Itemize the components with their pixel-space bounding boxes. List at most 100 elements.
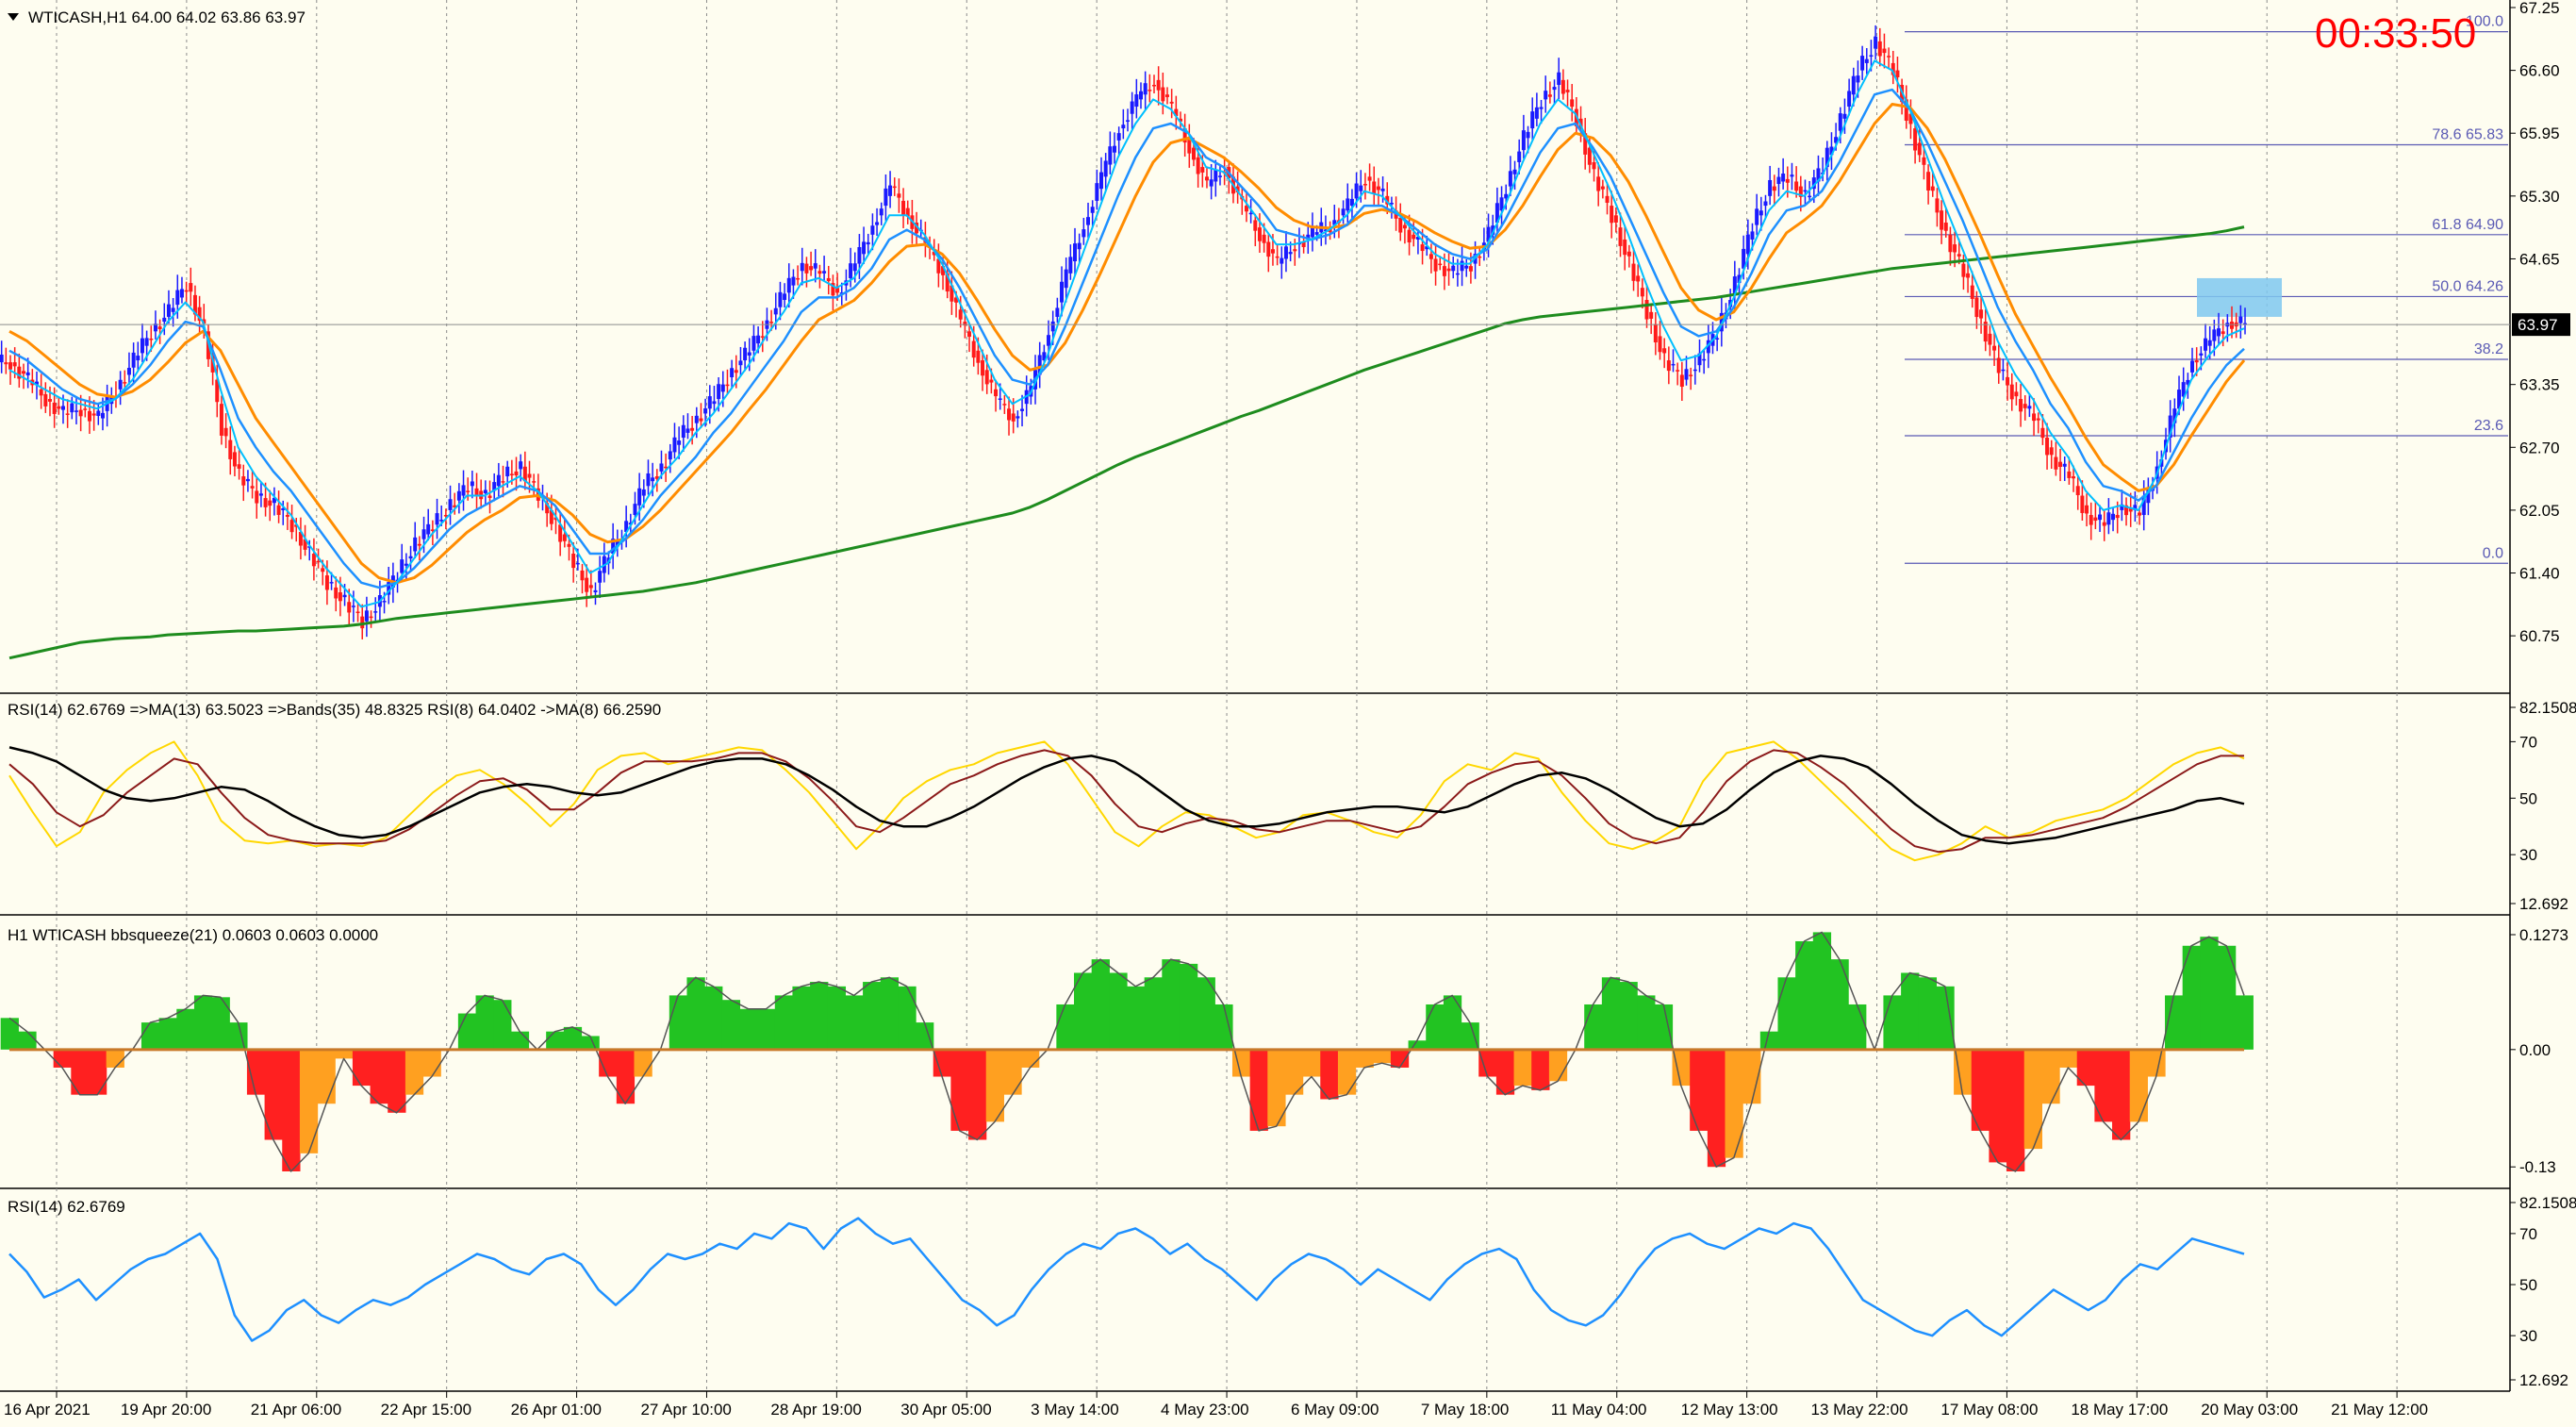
- candle-body[interactable]: [1851, 75, 1856, 95]
- candle-body[interactable]: [1310, 227, 1314, 238]
- candle-body[interactable]: [897, 193, 901, 198]
- candle-body[interactable]: [87, 410, 91, 422]
- candle-body[interactable]: [1935, 198, 1940, 213]
- candle-body[interactable]: [382, 601, 387, 603]
- candle-body[interactable]: [171, 307, 175, 312]
- candle-body[interactable]: [1204, 176, 1209, 181]
- candle-body[interactable]: [272, 497, 276, 504]
- candle-body[interactable]: [967, 331, 972, 338]
- candle-body[interactable]: [958, 309, 963, 320]
- candle-body[interactable]: [1623, 239, 1627, 256]
- squeeze-bar[interactable]: [1971, 1049, 1990, 1131]
- candle-body[interactable]: [553, 517, 558, 521]
- candle-body[interactable]: [60, 406, 65, 410]
- candle-body[interactable]: [1323, 229, 1328, 231]
- candle-body[interactable]: [738, 360, 743, 366]
- candle-body[interactable]: [593, 589, 598, 593]
- squeeze-bar[interactable]: [1162, 959, 1181, 1050]
- candle-body[interactable]: [501, 481, 505, 483]
- candle-body[interactable]: [558, 524, 563, 542]
- squeeze-bar[interactable]: [475, 995, 494, 1050]
- candle-body[interactable]: [1478, 256, 1482, 258]
- squeeze-bar[interactable]: [1513, 1049, 1532, 1087]
- squeeze-bar[interactable]: [493, 1000, 512, 1050]
- squeeze-bar[interactable]: [1759, 1031, 1779, 1050]
- squeeze-bar[interactable]: [1443, 995, 1462, 1050]
- candle-body[interactable]: [699, 418, 703, 422]
- candle-body[interactable]: [1433, 258, 1438, 272]
- candle-body[interactable]: [1974, 297, 1979, 318]
- candle-body[interactable]: [1811, 177, 1816, 190]
- candle-body[interactable]: [981, 360, 985, 376]
- candle-body[interactable]: [1768, 179, 1773, 196]
- candle-body[interactable]: [1412, 234, 1416, 240]
- candle-body[interactable]: [1349, 198, 1354, 207]
- squeeze-bar[interactable]: [1637, 995, 1656, 1050]
- squeeze-bar[interactable]: [53, 1049, 72, 1068]
- candle-body[interactable]: [1763, 201, 1768, 207]
- candle-body[interactable]: [351, 606, 355, 607]
- candle-body[interactable]: [659, 463, 664, 472]
- candle-body[interactable]: [1174, 108, 1179, 117]
- candle-body[interactable]: [219, 404, 223, 436]
- candle-body[interactable]: [888, 185, 893, 196]
- candle-body[interactable]: [166, 304, 171, 317]
- candle-body[interactable]: [2146, 489, 2151, 504]
- candle-body[interactable]: [1961, 263, 1966, 277]
- squeeze-bar[interactable]: [985, 1049, 1004, 1122]
- candle-body[interactable]: [1367, 176, 1372, 181]
- candle-body[interactable]: [334, 587, 339, 599]
- candle-body[interactable]: [1235, 186, 1240, 192]
- squeeze-bar[interactable]: [1091, 959, 1110, 1050]
- candle-body[interactable]: [2049, 447, 2054, 456]
- candle-body[interactable]: [1552, 87, 1557, 91]
- candle-body[interactable]: [1838, 113, 1842, 131]
- candle-body[interactable]: [1679, 374, 1684, 388]
- candle-body[interactable]: [1908, 113, 1913, 124]
- squeeze-bar[interactable]: [1302, 1049, 1321, 1077]
- rsi-bands-line[interactable]: [8, 746, 2245, 845]
- rsi-panel[interactable]: [8, 1217, 2245, 1342]
- squeeze-bar[interactable]: [1795, 940, 1814, 1050]
- candle-body[interactable]: [197, 307, 202, 322]
- candle-body[interactable]: [456, 490, 461, 501]
- candle-body[interactable]: [52, 402, 57, 414]
- candle-body[interactable]: [989, 379, 994, 383]
- candle-body[interactable]: [1803, 190, 1808, 192]
- candle-body[interactable]: [585, 577, 589, 592]
- candle-body[interactable]: [1178, 118, 1182, 122]
- candle-body[interactable]: [998, 398, 1002, 400]
- candle-body[interactable]: [1196, 157, 1200, 174]
- candle-body[interactable]: [192, 294, 197, 315]
- candle-body[interactable]: [945, 273, 949, 292]
- candle-body[interactable]: [685, 428, 690, 433]
- candle-body[interactable]: [809, 266, 814, 271]
- candle-body[interactable]: [1600, 186, 1605, 190]
- candle-body[interactable]: [1214, 169, 1218, 182]
- candle-body[interactable]: [91, 413, 96, 416]
- candle-body[interactable]: [1007, 408, 1012, 421]
- candle-body[interactable]: [1640, 288, 1644, 297]
- squeeze-bar[interactable]: [457, 1013, 477, 1050]
- candle-body[interactable]: [615, 540, 619, 547]
- candle-body[interactable]: [466, 490, 471, 492]
- candle-body[interactable]: [1636, 275, 1641, 282]
- candle-body[interactable]: [509, 473, 514, 475]
- candle-body[interactable]: [1913, 128, 1918, 151]
- candle-body[interactable]: [717, 384, 721, 400]
- candle-body[interactable]: [852, 263, 857, 272]
- candle-body[interactable]: [1116, 133, 1121, 141]
- candle-body[interactable]: [588, 585, 593, 589]
- candle-body[interactable]: [994, 389, 999, 397]
- squeeze-bar[interactable]: [405, 1049, 424, 1095]
- candle-body[interactable]: [47, 399, 52, 402]
- candle-body[interactable]: [1425, 246, 1429, 250]
- candle-body[interactable]: [430, 529, 435, 531]
- candle-body[interactable]: [672, 437, 677, 453]
- candle-body[interactable]: [664, 466, 669, 469]
- candle-body[interactable]: [519, 461, 523, 470]
- candle-body[interactable]: [2120, 504, 2124, 510]
- candle-body[interactable]: [857, 247, 862, 264]
- candle-body[interactable]: [1877, 41, 1882, 57]
